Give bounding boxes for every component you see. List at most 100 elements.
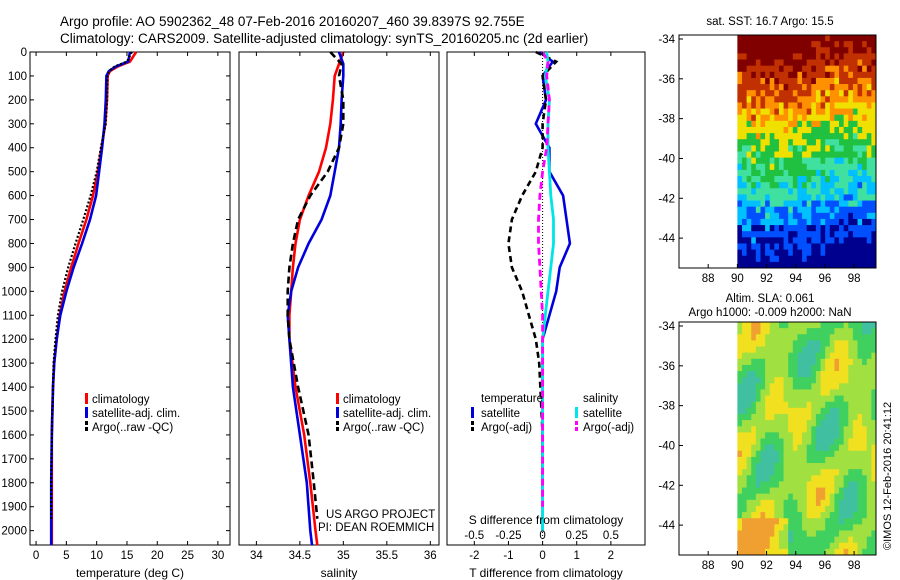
heatmap-cell xyxy=(839,139,845,146)
heatmap-cell xyxy=(760,536,766,544)
heatmap-cell xyxy=(755,243,761,250)
heatmap-cell xyxy=(815,65,821,73)
heatmap-cell xyxy=(746,126,752,134)
heatmap-cell xyxy=(852,512,858,519)
series-line-argo-raw-qc- xyxy=(286,51,345,519)
heatmap-cell xyxy=(848,145,854,152)
heatmap-cell xyxy=(737,322,743,329)
heatmap-cell xyxy=(852,536,858,544)
heatmap-cell xyxy=(825,151,831,159)
heatmap-cell xyxy=(788,206,794,214)
heatmap-cell xyxy=(741,249,748,257)
heatmap-cell xyxy=(788,120,794,128)
heatmap-cell xyxy=(760,77,766,85)
heatmap-cell xyxy=(848,371,854,378)
heatmap-cell xyxy=(802,120,808,128)
heatmap-cell xyxy=(811,65,817,73)
heatmap-cell xyxy=(760,200,766,208)
heatmap-cell xyxy=(783,35,789,42)
temperature-tick-label: 10 xyxy=(90,550,103,562)
heatmap-cell xyxy=(765,340,771,347)
heatmap-cell xyxy=(862,102,868,109)
heatmap-cell xyxy=(829,261,835,269)
heatmap-cell xyxy=(783,444,789,452)
heatmap-cell xyxy=(792,364,798,372)
heatmap-cell xyxy=(843,340,849,347)
heatmap-cell xyxy=(848,114,854,122)
heatmap-cell xyxy=(843,96,849,103)
heatmap-cell xyxy=(751,176,757,183)
heatmap-cell xyxy=(857,237,863,244)
heatmap-cell xyxy=(820,41,826,48)
heatmap-cell xyxy=(820,145,826,152)
heatmap-cell xyxy=(829,231,835,238)
heatmap-cell xyxy=(760,41,766,48)
heatmap-cell xyxy=(792,505,798,513)
heatmap-cell xyxy=(746,530,752,537)
heatmap-cell xyxy=(820,176,826,183)
heatmap-cell xyxy=(829,352,835,360)
heatmap-cell xyxy=(751,432,757,439)
heatmap-cell xyxy=(774,328,780,335)
heatmap-cell xyxy=(760,145,766,152)
heatmap-cell xyxy=(862,255,868,263)
heatmap-cell xyxy=(778,35,784,42)
heatmap-cell xyxy=(811,426,817,433)
heatmap-cell xyxy=(778,157,784,165)
heatmap-cell xyxy=(737,212,743,220)
heatmap-cell xyxy=(871,383,877,390)
heatmap-cell xyxy=(760,371,766,378)
lat-tick-label: -40 xyxy=(658,153,675,165)
heatmap-cell xyxy=(829,59,835,67)
heatmap-cell xyxy=(769,231,775,238)
heatmap-cell xyxy=(848,206,854,214)
heatmap-cell xyxy=(783,463,789,470)
heatmap-cell xyxy=(751,499,757,507)
heatmap-cell xyxy=(788,108,794,116)
heatmap-cell xyxy=(834,84,840,91)
heatmap-cell xyxy=(737,71,743,79)
heatmap-cell xyxy=(737,243,743,250)
heatmap-cell xyxy=(866,389,872,396)
heatmap-cell xyxy=(866,200,872,208)
heatmap-cell xyxy=(778,542,784,550)
heatmap-cell xyxy=(852,493,858,501)
heatmap-cell xyxy=(751,518,757,525)
heatmap-cell xyxy=(755,77,761,85)
heatmap-cell xyxy=(760,157,766,165)
heatmap-cell xyxy=(741,358,748,366)
heatmap-cell xyxy=(774,169,780,177)
heatmap-cell xyxy=(774,475,780,482)
heatmap-cell xyxy=(829,456,835,464)
heatmap-cell xyxy=(862,395,868,403)
heatmap-cell xyxy=(774,413,780,421)
heatmap-cell xyxy=(746,536,752,544)
heatmap-cell xyxy=(746,139,752,146)
heatmap-cell xyxy=(843,371,849,378)
heatmap-cell xyxy=(765,524,771,531)
heatmap-cell xyxy=(852,358,858,366)
heatmap-cell xyxy=(751,126,757,134)
heatmap-cell xyxy=(769,536,775,544)
heatmap-cell xyxy=(857,352,863,360)
heatmap-cell xyxy=(848,102,854,109)
heatmap-cell xyxy=(871,518,877,525)
heatmap-cell xyxy=(871,114,877,122)
heatmap-cell xyxy=(792,108,798,116)
heatmap-cell xyxy=(783,176,789,183)
heatmap-cell xyxy=(778,65,784,73)
heatmap-cell xyxy=(774,426,780,433)
heatmap-cell xyxy=(741,53,748,60)
lon-tick-label: 96 xyxy=(819,273,832,285)
heatmap-cell xyxy=(857,322,863,329)
heatmap-cell xyxy=(843,505,849,513)
heatmap-cell xyxy=(829,255,835,263)
heatmap-cell xyxy=(802,364,808,372)
heatmap-cell xyxy=(820,481,826,488)
heatmap-cell xyxy=(866,71,872,79)
heatmap-cell xyxy=(871,530,877,537)
heatmap-cell xyxy=(862,35,868,42)
heatmap-cell xyxy=(769,456,775,464)
lon-tick-label: 92 xyxy=(760,273,773,285)
heatmap-cell xyxy=(788,340,794,347)
